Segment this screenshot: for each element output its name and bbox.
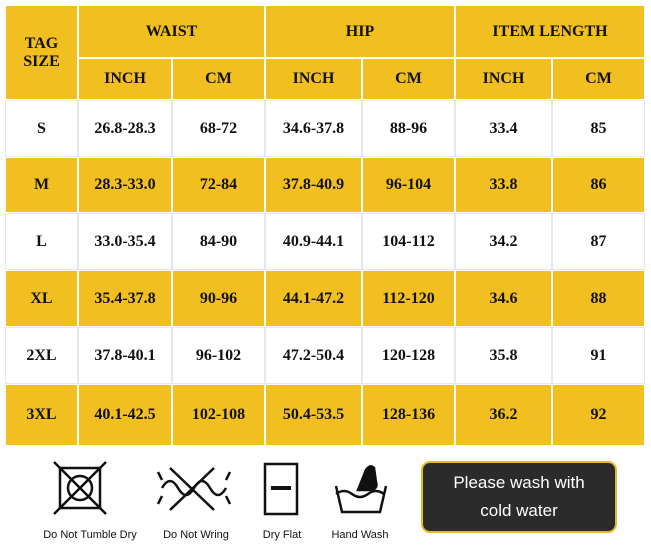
table-cell: 96-102 xyxy=(172,327,265,384)
tag-size-header: TAG SIZE xyxy=(5,5,78,100)
table-cell: 40.1-42.5 xyxy=(78,384,172,446)
table-cell: 86 xyxy=(552,157,645,213)
care-label: Do Not Tumble Dry xyxy=(43,529,137,541)
table-cell: 92 xyxy=(552,384,645,446)
unit-header: INCH xyxy=(455,58,552,100)
group-header: ITEM LENGTH xyxy=(455,5,645,58)
table-cell: 68-72 xyxy=(172,100,265,157)
table-cell: 37.8-40.1 xyxy=(78,327,172,384)
table-cell: 88 xyxy=(552,270,645,327)
table-cell: 37.8-40.9 xyxy=(265,157,362,213)
table-cell: 72-84 xyxy=(172,157,265,213)
table-cell: 102-108 xyxy=(172,384,265,446)
table-cell: 50.4-53.5 xyxy=(265,384,362,446)
table-cell: 87 xyxy=(552,213,645,270)
size-cell: 3XL xyxy=(5,384,78,446)
dry-flat-icon xyxy=(263,462,299,516)
table-cell: 26.8-28.3 xyxy=(78,100,172,157)
wring-icon xyxy=(156,467,232,511)
table-cell: 34.2 xyxy=(455,213,552,270)
table-cell: 85 xyxy=(552,100,645,157)
table-cell: 33.8 xyxy=(455,157,552,213)
group-header: WAIST xyxy=(78,5,265,58)
group-header: HIP xyxy=(265,5,455,58)
table-cell: 84-90 xyxy=(172,213,265,270)
table-cell: 128-136 xyxy=(362,384,455,446)
table-cell: 35.4-37.8 xyxy=(78,270,172,327)
hand-wash-icon xyxy=(334,465,388,514)
table-cell: 36.2 xyxy=(455,384,552,446)
wash-note: Please wash with cold water xyxy=(421,461,617,533)
table-cell: 33.0-35.4 xyxy=(78,213,172,270)
table-cell: 112-120 xyxy=(362,270,455,327)
care-label: Dry Flat xyxy=(262,529,302,541)
table-cell: 120-128 xyxy=(362,327,455,384)
table-cell: 96-104 xyxy=(362,157,455,213)
table-cell: 90-96 xyxy=(172,270,265,327)
table-cell: 91 xyxy=(552,327,645,384)
unit-header: CM xyxy=(362,58,455,100)
care-label: Hand Wash xyxy=(331,529,389,541)
table-cell: 44.1-47.2 xyxy=(265,270,362,327)
unit-header: CM xyxy=(552,58,645,100)
size-cell: XL xyxy=(5,270,78,327)
table-cell: 34.6 xyxy=(455,270,552,327)
care-label: Do Not Wring xyxy=(163,529,229,541)
table-cell: 104-112 xyxy=(362,213,455,270)
unit-header: CM xyxy=(172,58,265,100)
unit-header: INCH xyxy=(265,58,362,100)
table-cell: 33.4 xyxy=(455,100,552,157)
note-line: Please wash with xyxy=(453,473,585,492)
size-cell: L xyxy=(5,213,78,270)
table-cell: 40.9-44.1 xyxy=(265,213,362,270)
unit-header: INCH xyxy=(78,58,172,100)
size-cell: 2XL xyxy=(5,327,78,384)
table-cell: 88-96 xyxy=(362,100,455,157)
size-cell: M xyxy=(5,157,78,213)
table-cell: 47.2-50.4 xyxy=(265,327,362,384)
table-cell: 34.6-37.8 xyxy=(265,100,362,157)
size-cell: S xyxy=(5,100,78,157)
tumble-dry-icon xyxy=(53,461,107,515)
table-cell: 28.3-33.0 xyxy=(78,157,172,213)
note-line: cold water xyxy=(480,501,558,520)
table-cell: 35.8 xyxy=(455,327,552,384)
